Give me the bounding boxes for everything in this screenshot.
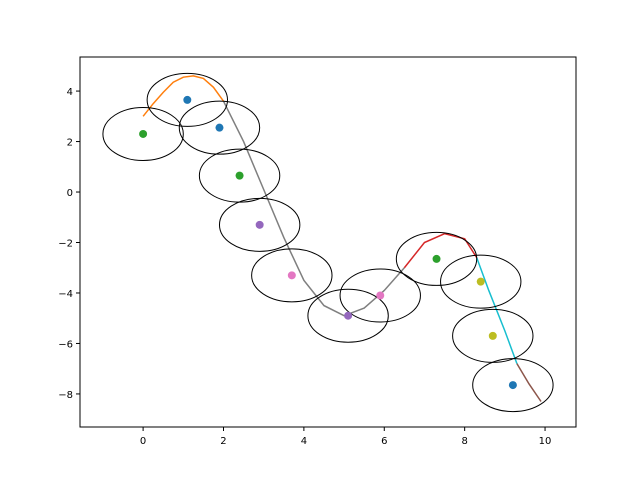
ellipse — [218, 197, 301, 252]
ellipse — [440, 254, 522, 309]
y-tick-label: 4 — [67, 87, 73, 98]
y-tick-label: 0 — [67, 188, 73, 199]
point — [432, 254, 441, 263]
x-tick-label: 6 — [381, 436, 387, 447]
curve — [222, 100, 405, 317]
ellipse — [472, 358, 554, 413]
y-tick-label: −8 — [58, 390, 73, 401]
ellipse — [102, 106, 184, 161]
ellipse — [307, 288, 389, 343]
point — [235, 171, 244, 180]
point — [287, 271, 296, 280]
point — [476, 277, 485, 286]
curve — [403, 232, 478, 269]
x-tick-label: 4 — [301, 436, 307, 447]
point — [215, 123, 224, 132]
point — [376, 291, 385, 300]
x-tick-label: 2 — [220, 436, 226, 447]
curve — [476, 257, 518, 364]
x-tick-label: 10 — [539, 436, 552, 447]
x-tick-label: 8 — [461, 436, 467, 447]
x-tick-label: 0 — [140, 436, 146, 447]
point — [488, 331, 497, 340]
y-tick-label: −6 — [58, 339, 73, 350]
ellipse — [146, 72, 229, 127]
point — [183, 95, 192, 104]
ellipse — [178, 100, 261, 155]
point — [139, 129, 148, 138]
point — [344, 311, 353, 320]
ellipse — [395, 231, 478, 286]
y-tick-label: 2 — [67, 138, 73, 149]
y-tick-label: −4 — [58, 289, 73, 300]
plot-frame — [79, 56, 577, 428]
curve — [142, 75, 225, 117]
ellipse — [251, 248, 333, 303]
point — [508, 381, 517, 390]
curve — [516, 363, 542, 402]
point — [255, 220, 264, 229]
ellipse — [339, 268, 421, 323]
y-tick-label: −2 — [58, 239, 73, 250]
